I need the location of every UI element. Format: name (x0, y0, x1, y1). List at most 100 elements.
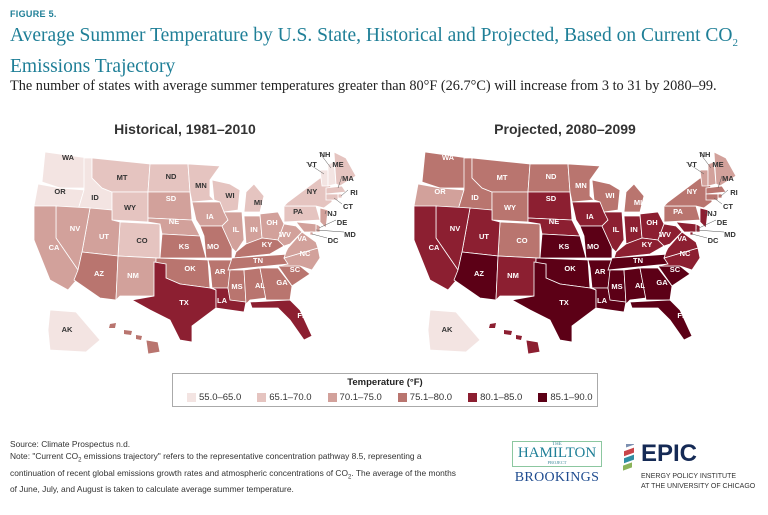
state-label: NJ (327, 209, 337, 218)
state-label: TN (253, 256, 263, 265)
leader-line (704, 210, 707, 215)
state-label: MA (722, 174, 734, 183)
state-label: WV (279, 230, 291, 239)
state-label: AZ (94, 269, 104, 278)
state-me (713, 151, 737, 187)
state-label: MI (634, 198, 642, 207)
state-label: CA (49, 243, 60, 252)
legend-label: 70.1–75.0 (339, 392, 382, 403)
state-label: MA (342, 174, 354, 183)
state-label: HI (132, 341, 140, 350)
figure-subtitle: The number of states with average summer… (10, 78, 717, 94)
state-label: MN (575, 181, 587, 190)
legend-item: 70.1–75.0 (327, 392, 382, 403)
leader-line (698, 151, 712, 169)
state-wa (421, 151, 469, 189)
state-label: RI (730, 188, 738, 197)
state-label: OK (564, 264, 576, 273)
logo-text: AT THE UNIVERSITY OF CHICAGO (641, 483, 756, 490)
state-nj (319, 207, 329, 229)
state-label: WV (659, 230, 671, 239)
historical-map: WA OR ID MT WY CO UT NV CA AZ NM ND SD NE KS OK TX MN IA MO… (33, 150, 358, 355)
state-hi-island (504, 330, 512, 335)
state-label: ND (166, 172, 177, 181)
legend-swatch (187, 393, 196, 402)
state-nm (115, 255, 157, 302)
epic-mark-icon (623, 444, 634, 471)
legend-label: 65.1–70.0 (269, 392, 312, 403)
state-label: TX (179, 298, 189, 307)
state-label: AL (635, 281, 645, 290)
state-label: OR (54, 187, 66, 196)
state-label: AR (595, 267, 606, 276)
state-label: VT (687, 160, 697, 169)
state-label: CA (429, 243, 440, 252)
state-label: IN (250, 225, 258, 234)
leader-line (713, 197, 723, 205)
state-label: NH (700, 150, 711, 159)
state-label: CT (343, 202, 353, 211)
leader-line (720, 189, 729, 197)
state-nc (657, 247, 701, 271)
hamilton-project-logo: THE HAMILTON PROJECT (512, 441, 602, 467)
state-fl (249, 299, 313, 341)
state-label: MT (497, 173, 508, 182)
state-label: NC (680, 249, 691, 258)
leader-line (305, 161, 325, 175)
state-label: GA (656, 278, 668, 287)
state-label: VA (297, 234, 307, 243)
state-nj (699, 207, 709, 229)
state-label: VT (307, 160, 317, 169)
state-tx (510, 261, 597, 343)
state-label: WA (442, 153, 455, 162)
leader-line (318, 219, 337, 229)
state-me (333, 151, 357, 187)
state-label: UT (99, 232, 109, 241)
state-label: AK (442, 325, 453, 334)
state-label: DE (337, 218, 347, 227)
state-label: WI (605, 191, 614, 200)
state-label: AL (255, 281, 265, 290)
state-label: IN (630, 225, 638, 234)
state-label: WA (62, 153, 75, 162)
state-hi-island (489, 323, 496, 328)
state-label: NM (127, 271, 139, 280)
legend-swatch (257, 393, 267, 402)
state-md (295, 221, 317, 233)
state-label: IA (206, 212, 214, 221)
footnotes: Source: Climate Prospectus n.d. Note: "C… (10, 438, 460, 495)
title-text: Average Summer Temperature by U.S. State… (10, 25, 733, 46)
leader-line (685, 161, 705, 175)
state-label: AK (62, 325, 73, 334)
state-wv (657, 223, 683, 247)
state-mi (243, 183, 265, 213)
state-label: CT (723, 202, 733, 211)
brookings-logo: BROOKINGS (514, 470, 600, 485)
state-hi-island (136, 335, 142, 340)
projected-map: WA OR ID MT WY CO UT NV CA AZ NM ND SD NE KS OK TX MN IA MO… (413, 150, 738, 355)
state-label: SD (166, 194, 177, 203)
legend-swatch (538, 393, 548, 402)
state-label: SD (546, 194, 557, 203)
legend-item: 65.1–70.0 (257, 392, 312, 403)
legend-item: 80.1–85.0 (468, 392, 522, 403)
legend-swatch (397, 393, 407, 402)
state-wv (277, 223, 303, 247)
state-label: NJ (707, 209, 717, 218)
legend-item: 85.1–90.0 (538, 392, 593, 403)
state-md (675, 221, 697, 233)
state-dc (689, 231, 694, 236)
state-label: PA (673, 207, 683, 216)
state-label: ME (712, 160, 723, 169)
state-label: WY (124, 203, 136, 212)
state-label: DC (708, 236, 719, 245)
state-label: NC (300, 249, 311, 258)
state-tx (130, 261, 217, 343)
state-label: NE (549, 217, 559, 226)
legend-label: 80.1–85.0 (480, 392, 523, 403)
state-mi (623, 183, 645, 213)
note-subscript: 2 (78, 457, 82, 464)
state-label: CO (516, 236, 527, 245)
figure-title: Average Summer Temperature by U.S. State… (10, 24, 750, 78)
state-label: IL (233, 225, 240, 234)
